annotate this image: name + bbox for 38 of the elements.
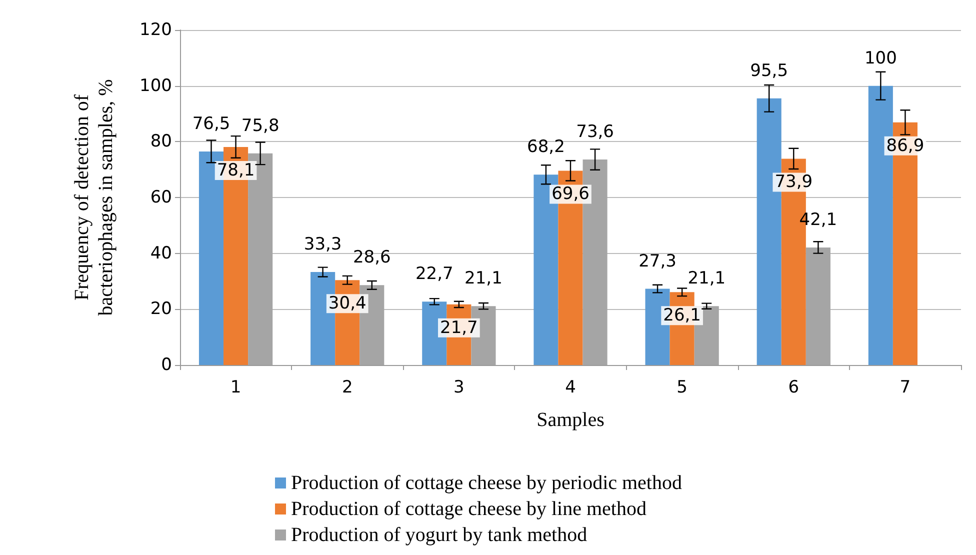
data-label: 95,5 [750,60,788,81]
legend-label: Production of cottage cheese by periodic method [291,472,682,494]
x-tick-label: 6 [788,378,800,398]
x-tick-label: 1 [230,378,242,398]
data-label: 69,6 [552,184,590,204]
data-label: 26,1 [663,306,701,326]
legend-label: Production of yogurt by tank method [291,524,588,546]
x-tick-label: 4 [565,378,576,398]
x-tick-label: 7 [900,378,911,398]
data-label: 21,7 [440,318,478,338]
data-label: 73,9 [774,172,813,192]
data-label: 28,6 [352,248,391,268]
y-tick-label: 100 [140,76,172,96]
y-tick-label: 120 [140,20,172,40]
data-label: 21,1 [464,268,502,289]
data-label: 86,9 [886,136,924,156]
data-label: 22,7 [415,264,454,284]
y-tick-label: 40 [150,243,172,264]
y-tick-label: 80 [150,132,172,152]
x-axis-title: Samples [536,409,605,431]
y-tick-label: 60 [150,188,172,208]
data-label: 27,3 [638,251,676,272]
data-label: 100 [864,48,897,68]
x-tick-label: 5 [676,378,688,398]
x-tick-label: 3 [454,378,464,398]
legend-label: Production of cottage cheese by line method [291,498,646,520]
data-label: 30,4 [328,294,366,314]
y-tick-label: 0 [161,355,172,375]
data-label: 78,1 [216,160,255,180]
data-label: 73,6 [576,122,614,142]
y-tick-label: 20 [150,299,172,320]
x-tick-label: 2 [342,378,353,398]
data-label: 76,5 [192,114,230,134]
data-label: 68,2 [527,137,565,158]
data-label: 75,8 [241,116,280,136]
data-label: 33,3 [304,234,342,255]
data-label: 21,1 [688,268,726,289]
y-axis-title: Frequency of detection of bacteriophages in samples, % [71,79,117,316]
